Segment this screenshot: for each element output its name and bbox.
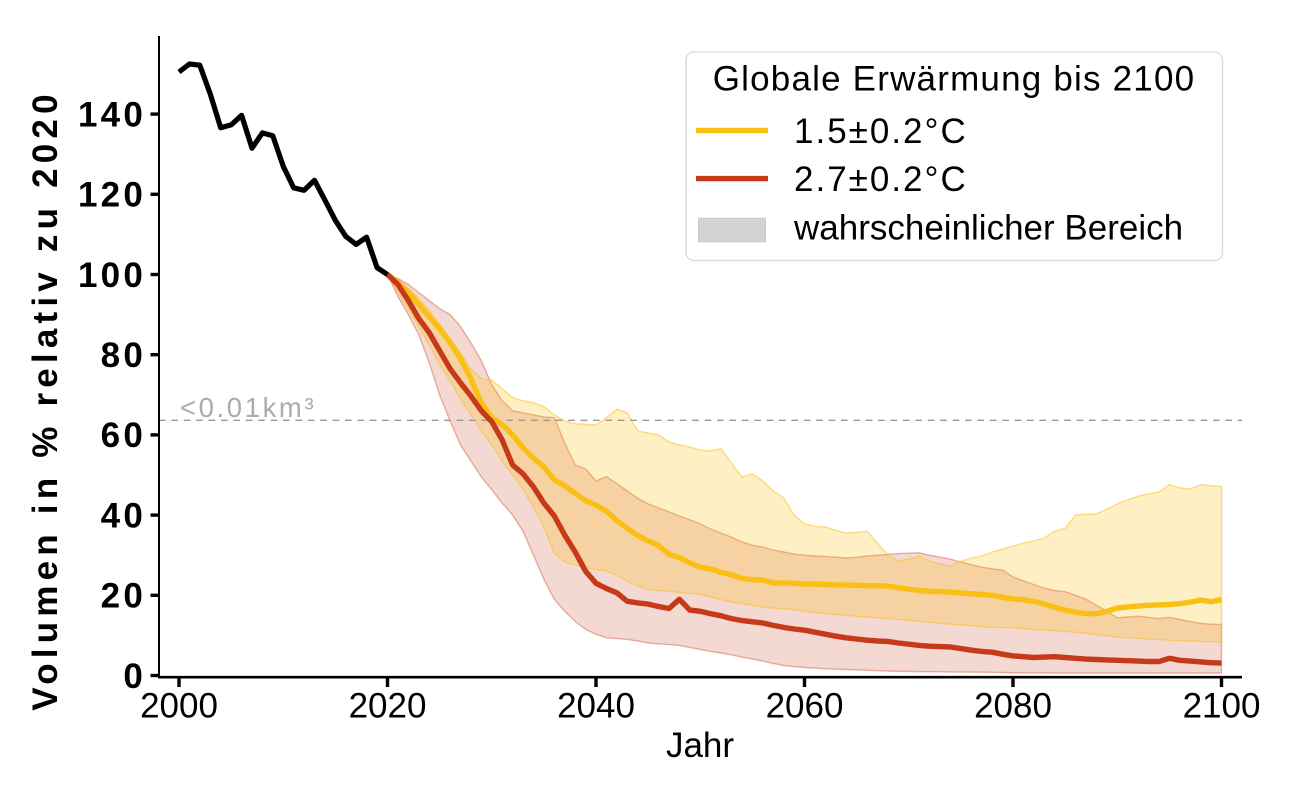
svg-text:Volumen in % relativ zu 2020: Volumen in % relativ zu 2020 bbox=[26, 89, 65, 711]
svg-text:40: 40 bbox=[101, 496, 146, 535]
svg-text:Jahr: Jahr bbox=[666, 726, 734, 765]
svg-text:80: 80 bbox=[101, 336, 146, 375]
svg-text:2080: 2080 bbox=[974, 687, 1052, 726]
svg-text:60: 60 bbox=[101, 416, 146, 455]
svg-text:2000: 2000 bbox=[140, 687, 218, 726]
svg-text:Globale Erwärmung bis 2100: Globale Erwärmung bis 2100 bbox=[713, 60, 1196, 99]
svg-text:120: 120 bbox=[78, 176, 146, 215]
svg-text:100: 100 bbox=[78, 256, 146, 295]
svg-text:2040: 2040 bbox=[557, 687, 635, 726]
svg-text:2060: 2060 bbox=[766, 687, 844, 726]
svg-text:<0.01km³: <0.01km³ bbox=[180, 392, 316, 423]
svg-text:20: 20 bbox=[101, 577, 146, 616]
svg-text:140: 140 bbox=[78, 95, 146, 134]
svg-text:2.7±0.2°C: 2.7±0.2°C bbox=[794, 160, 968, 199]
svg-text:2020: 2020 bbox=[349, 687, 427, 726]
svg-text:wahrscheinlicher Bereich: wahrscheinlicher Bereich bbox=[793, 208, 1183, 247]
svg-text:2100: 2100 bbox=[1183, 687, 1261, 726]
svg-text:1.5±0.2°C: 1.5±0.2°C bbox=[794, 112, 968, 151]
svg-text:0: 0 bbox=[123, 657, 146, 696]
